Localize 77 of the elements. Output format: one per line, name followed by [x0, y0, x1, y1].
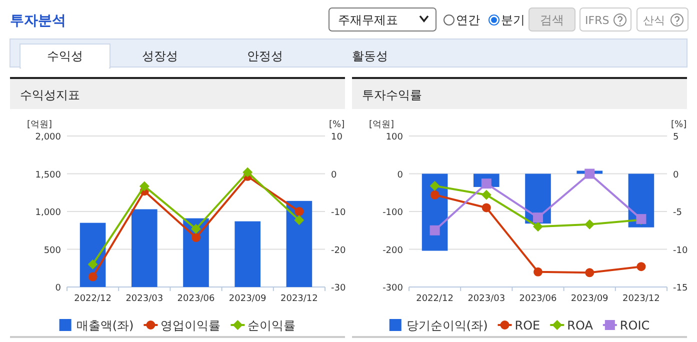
- y2-axis-title: [%]: [329, 120, 345, 130]
- legend-label: ROA: [567, 318, 594, 332]
- y-tick-label: 0: [397, 170, 404, 180]
- point: [636, 262, 646, 272]
- chart-title: 투자수익률: [362, 88, 422, 102]
- y-axis-title: [억원]: [369, 120, 394, 130]
- point: [294, 207, 304, 216]
- y2-tick-label: -5: [673, 208, 682, 218]
- point: [191, 224, 201, 234]
- text: 산식: [643, 14, 665, 27]
- y-tick-label: -200: [382, 246, 404, 256]
- y-tick-label: 0: [55, 284, 62, 294]
- text: 연간: [456, 13, 480, 27]
- text: IFRS: [585, 14, 610, 27]
- bar: [234, 221, 260, 287]
- bar: [286, 200, 312, 287]
- text: 분기: [501, 13, 525, 27]
- text: 검색: [540, 13, 564, 27]
- y2-tick-label: 0: [673, 170, 679, 180]
- y-axis-title: [억원]: [27, 120, 52, 130]
- x-tick-label: 2023/06: [177, 294, 215, 304]
- y-tick-label: 100: [386, 132, 404, 142]
- y2-tick-label: -15: [673, 284, 688, 294]
- point: [294, 215, 304, 226]
- point: [481, 190, 492, 200]
- chart-title: 수익성지표: [20, 88, 80, 102]
- point: [584, 219, 595, 230]
- y2-tick-label: -10: [331, 208, 346, 218]
- y-tick-label: 2,000: [35, 132, 62, 142]
- legend-label: 매출액(좌): [76, 318, 134, 332]
- point: [482, 203, 491, 212]
- y-tick-label: 1,000: [35, 208, 62, 218]
- legend-label: ROE: [514, 318, 540, 332]
- text: 수익성: [47, 49, 83, 63]
- text: 안정성: [247, 49, 283, 63]
- legend-label: 순이익률: [248, 318, 296, 332]
- y2-tick-label: -20: [331, 246, 346, 256]
- point: [430, 225, 440, 236]
- text: 주재무제표: [338, 13, 398, 27]
- text: 활동성: [352, 49, 388, 63]
- y2-axis-title: [%]: [671, 120, 687, 130]
- point: [430, 180, 440, 191]
- y-tick-label: -100: [382, 208, 404, 218]
- point: [534, 267, 542, 276]
- point: [88, 272, 98, 282]
- y2-tick-label: -30: [331, 284, 346, 294]
- point: [88, 259, 98, 270]
- point: [533, 212, 543, 223]
- x-tick-label: 2022/12: [74, 294, 112, 304]
- y2-tick-label: 5: [673, 132, 679, 142]
- y2-tick-label: -10: [673, 246, 688, 256]
- bar: [132, 209, 158, 287]
- x-tick-label: 2023/09: [570, 294, 609, 304]
- x-tick-label: 2023/03: [468, 294, 506, 304]
- y2-tick-label: 10: [331, 132, 343, 142]
- point: [585, 268, 594, 278]
- point: [584, 168, 595, 179]
- legend-label: 영업이익률: [160, 318, 221, 332]
- point: [533, 222, 543, 232]
- point: [139, 181, 150, 192]
- y2-tick-label: 0: [331, 170, 337, 180]
- x-tick-label: 2023/09: [228, 294, 267, 304]
- x-tick-label: 2023/12: [280, 294, 318, 304]
- x-tick-label: 2023/03: [126, 294, 164, 304]
- text: 투자분석: [10, 13, 66, 29]
- y-tick-label: -300: [382, 284, 404, 294]
- point: [192, 233, 200, 242]
- legend-label: 당기순이익(좌): [406, 318, 488, 332]
- y-tick-label: 500: [44, 246, 62, 256]
- legend-label: ROIC: [620, 318, 650, 332]
- x-tick-label: 2023/12: [622, 294, 660, 304]
- text: 성장성: [142, 49, 178, 63]
- y-tick-label: 1,500: [35, 170, 62, 180]
- point: [242, 167, 253, 178]
- point: [430, 190, 440, 200]
- x-tick-label: 2023/06: [519, 294, 557, 304]
- x-tick-label: 2022/12: [416, 294, 454, 304]
